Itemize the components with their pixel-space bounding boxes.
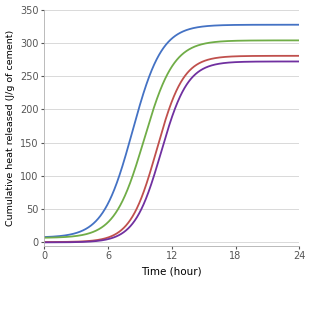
- OPC3: [290, 60, 294, 63]
- Line: OPC3: OPC3: [44, 61, 299, 242]
- OPC3: [243, 60, 247, 64]
- OPC2: [55, 240, 59, 244]
- OPC: [290, 23, 294, 27]
- OPC2: [297, 54, 301, 58]
- OPC2: [290, 54, 294, 58]
- Line: OPC: OPC: [44, 25, 299, 237]
- Line: OPC2: OPC2: [44, 56, 299, 242]
- Line: OPC1: OPC1: [44, 40, 299, 238]
- OPC2: [160, 131, 163, 135]
- OPC2: [290, 54, 294, 58]
- OPC1: [166, 71, 170, 75]
- OPC3: [42, 240, 46, 244]
- OPC3: [297, 60, 301, 63]
- OPC3: [290, 60, 294, 63]
- OPC2: [243, 54, 247, 58]
- OPC: [160, 49, 163, 53]
- OPC1: [297, 38, 301, 42]
- OPC1: [160, 85, 163, 89]
- OPC1: [42, 236, 46, 240]
- OPC: [166, 40, 170, 44]
- OPC3: [55, 240, 59, 244]
- OPC1: [290, 38, 294, 42]
- OPC1: [243, 39, 247, 43]
- OPC2: [166, 110, 170, 113]
- Y-axis label: Cumulative heat released (J/g of cement): Cumulative heat released (J/g of cement): [6, 30, 15, 226]
- OPC1: [290, 38, 294, 42]
- OPC1: [55, 236, 59, 239]
- OPC3: [166, 126, 170, 130]
- OPC: [290, 23, 294, 27]
- X-axis label: Time (hour): Time (hour): [142, 267, 202, 277]
- OPC: [55, 234, 59, 238]
- OPC: [42, 235, 46, 239]
- OPC: [243, 23, 247, 27]
- OPC: [297, 23, 301, 27]
- OPC3: [160, 149, 163, 152]
- OPC2: [42, 240, 46, 244]
